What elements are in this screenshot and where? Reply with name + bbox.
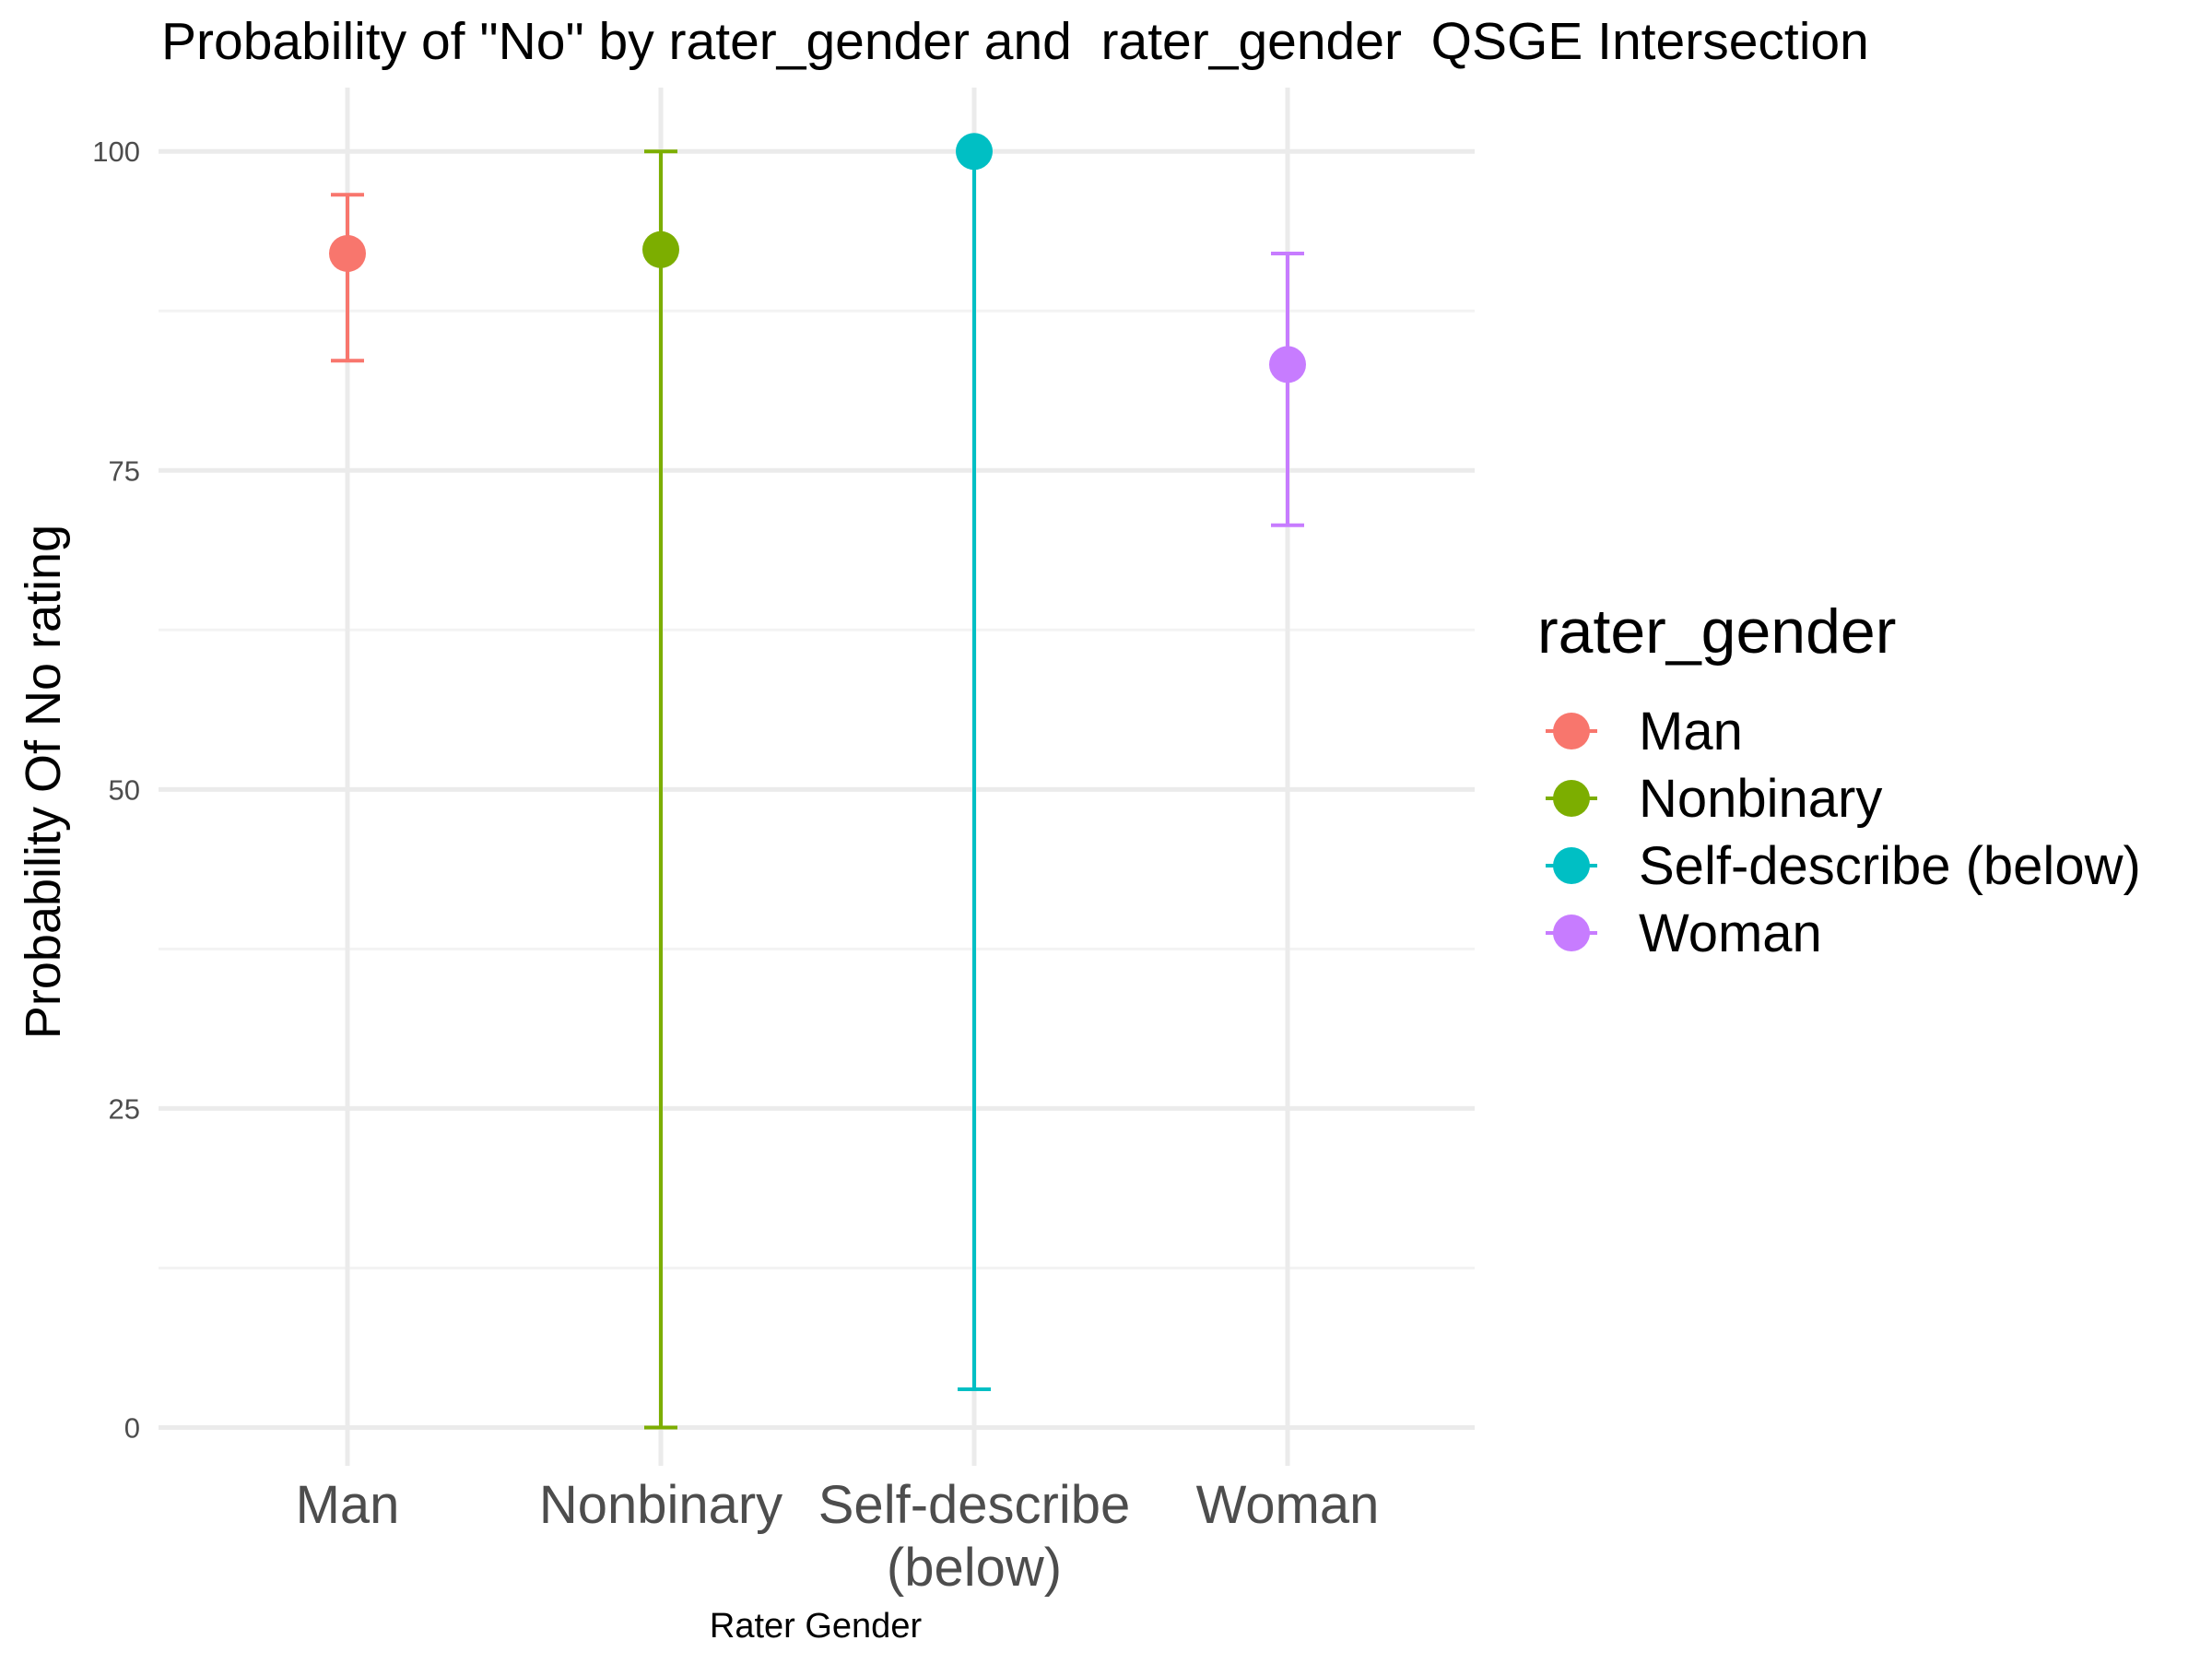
x-axis: Man Nonbinary Self-describe (below) Woman: [296, 1475, 1380, 1598]
legend-key: [1546, 847, 1597, 884]
legend-key-point: [1553, 915, 1590, 951]
series-woman: [1269, 251, 1306, 527]
x-tick-label: Nonbinary: [539, 1475, 782, 1535]
legend-label: Man: [1639, 702, 1743, 761]
legend-label: Woman: [1639, 903, 1822, 963]
chart-title: Probability of "No" by rater_gender and …: [161, 12, 1869, 71]
legend-key-point: [1553, 713, 1590, 749]
legend-key: [1546, 915, 1597, 951]
x-tick-label-line: Man: [296, 1475, 400, 1535]
x-tick-label-line: Woman: [1196, 1475, 1380, 1535]
legend: rater_gender Man Nonbinary Self-describe (…: [1537, 596, 2141, 963]
data-point: [1269, 346, 1306, 384]
series-nonbinary: [642, 149, 679, 1430]
x-tick-label-line: Self-describe: [818, 1475, 1130, 1535]
y-axis: 0 25 50 75 100: [92, 136, 140, 1444]
legend-key-point: [1553, 847, 1590, 884]
legend-label: Self-describe (below): [1639, 836, 2141, 896]
grid: [159, 88, 1475, 1466]
x-axis-title: Rater Gender: [710, 1607, 923, 1646]
data-point: [329, 234, 366, 272]
series-man: [329, 193, 366, 363]
y-tick-label: 75: [109, 454, 140, 487]
series-self-describe-below: [956, 133, 993, 1391]
data-point: [956, 133, 993, 171]
x-tick-label: Self-describe (below): [818, 1475, 1130, 1598]
data-point: [642, 230, 679, 268]
legend-title: rater_gender: [1537, 596, 1896, 667]
legend-key: [1546, 713, 1597, 749]
y-axis-title: Probability Of No rating: [16, 525, 71, 1039]
y-tick-label: 50: [109, 773, 140, 806]
x-tick-label: Man: [296, 1475, 400, 1535]
legend-label: Nonbinary: [1639, 769, 1882, 829]
y-tick-label: 25: [109, 1092, 140, 1125]
plot-marks: [329, 133, 1306, 1430]
x-tick-label-line: Nonbinary: [539, 1475, 782, 1535]
x-tick-label-line: (below): [887, 1538, 1062, 1598]
x-tick-label: Woman: [1196, 1475, 1380, 1535]
legend-key-point: [1553, 780, 1590, 817]
legend-key: [1546, 780, 1597, 817]
y-tick-label: 100: [92, 136, 140, 168]
y-tick-label: 0: [124, 1411, 140, 1444]
